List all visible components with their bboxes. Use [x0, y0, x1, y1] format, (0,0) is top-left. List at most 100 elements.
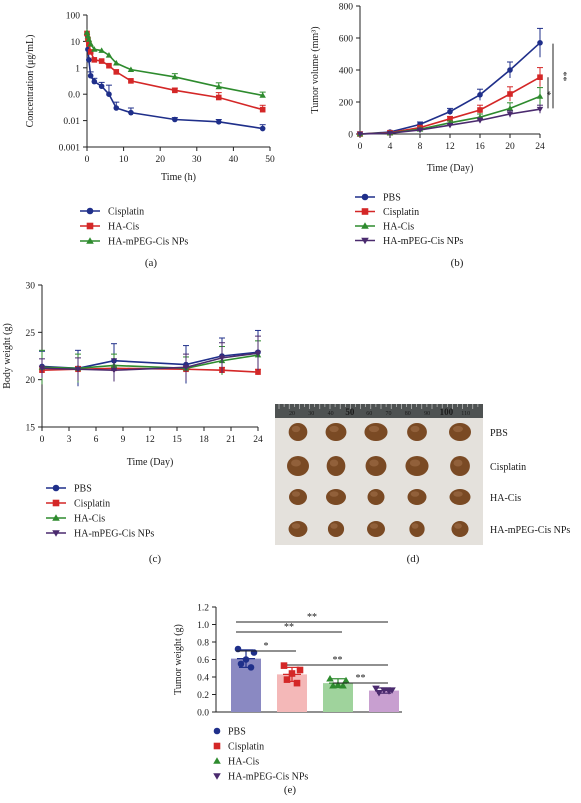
x-tick-label: 20 — [155, 155, 165, 165]
legend-marker — [52, 484, 60, 492]
data-point — [113, 69, 120, 75]
y-tick-label: 30 — [26, 282, 36, 292]
y-tick-label: 0.0 — [68, 91, 80, 101]
y-tick-label: 0.6 — [197, 656, 209, 666]
ruler-number: 90 — [424, 411, 430, 417]
ruler-number: 70 — [386, 411, 392, 417]
legend-label: HA-mPEG-Cis NPs — [108, 237, 188, 248]
legend-marker — [52, 530, 60, 537]
data-point — [250, 649, 258, 656]
x-tick-label: 12 — [445, 142, 455, 152]
legend-marker — [52, 514, 60, 521]
tumor-highlight — [454, 523, 462, 529]
y-tick-label: 1.0 — [197, 621, 209, 631]
data-point — [215, 83, 222, 90]
panel-label-a: (a) — [145, 257, 158, 269]
data-point — [85, 36, 93, 42]
photo-row-label: HA-mPEG-Cis NPs — [490, 525, 570, 536]
tumor-highlight — [329, 425, 339, 433]
ruler-number: 30 — [308, 411, 314, 417]
y-axis-label: Body weight (g) — [2, 323, 13, 389]
tumor-sample — [289, 489, 307, 505]
chart-c: 0 3 6 9 12 15 18 21 24 15 20 25 30 Time (Day) Body wei… — [2, 282, 263, 540]
data-point — [215, 119, 222, 125]
data-point — [537, 40, 543, 46]
tumor-sample — [288, 521, 308, 537]
x-tick-label: 21 — [226, 435, 236, 445]
legend-marker — [213, 773, 221, 780]
tumor-highlight — [410, 425, 420, 433]
data-point — [477, 107, 483, 113]
x-tick-label: 0 — [85, 155, 90, 165]
legend-label: Cisplatin — [108, 207, 144, 218]
data-point — [113, 59, 120, 66]
data-point — [259, 106, 266, 113]
legend-label: HA-mPEG-Cis NPs — [228, 772, 308, 783]
tumor-highlight — [410, 491, 420, 497]
data-point — [283, 676, 291, 683]
series-line — [86, 34, 263, 130]
y-tick-label: 1.2 — [197, 604, 209, 614]
ruler-number: 50 — [345, 407, 355, 417]
ruler-number: 80 — [405, 411, 411, 417]
legend-label: PBS — [383, 193, 401, 204]
significance-label: * — [541, 91, 552, 96]
x-tick-label: 6 — [94, 435, 99, 445]
x-tick-label: 30 — [192, 155, 202, 165]
tumor-sample — [367, 521, 385, 537]
legend-marker — [361, 222, 369, 229]
data-point — [255, 369, 261, 375]
y-tick-label: 400 — [339, 67, 354, 77]
tumor-sample — [451, 521, 469, 537]
y-tick-label: 10 — [71, 38, 81, 48]
data-point — [84, 32, 92, 39]
data-point — [372, 685, 380, 693]
data-point — [86, 57, 92, 63]
legend-label: HA-Cis — [383, 222, 414, 233]
tumor-highlight — [453, 425, 463, 433]
x-tick-label: 0 — [358, 142, 363, 152]
x-tick-label: 9 — [121, 435, 126, 445]
data-point — [87, 40, 94, 47]
x-tick-label: 24 — [253, 435, 263, 445]
legend-label: HA-Cis — [74, 514, 105, 525]
data-point — [537, 74, 543, 80]
tumor-highlight — [370, 491, 378, 497]
data-point — [416, 127, 424, 134]
legend-label: HA-mPEG-Cis NPs — [383, 236, 463, 247]
x-tick-label: 10 — [119, 155, 129, 165]
data-point — [215, 94, 222, 101]
x-tick-label: 12 — [145, 435, 155, 445]
data-point — [476, 118, 484, 124]
panel-label-d: (d) — [407, 553, 420, 565]
y-tick-label: 0 — [348, 131, 353, 141]
x-axis-label: Time (Day) — [427, 163, 474, 174]
x-tick-label: 3 — [67, 435, 72, 445]
series-ha-mpeg-cis-nps — [38, 335, 262, 382]
photo-row-label: Cisplatin — [490, 462, 526, 473]
data-point — [74, 366, 82, 373]
series-line — [86, 33, 263, 111]
series-line — [41, 354, 259, 370]
data-point — [172, 116, 178, 123]
legend-marker — [86, 237, 94, 244]
tumor-highlight — [453, 459, 463, 467]
ruler-number: 60 — [366, 411, 372, 417]
tumor-sample — [364, 423, 388, 441]
data-point — [128, 78, 134, 84]
legend-marker — [52, 499, 60, 507]
data-point — [247, 664, 255, 671]
chart-b: 0 4 8 12 16 20 24 0 200 400 600 800 Time (Day) Tumor … — [310, 3, 568, 248]
data-point — [91, 78, 98, 85]
y-tick-label: 15 — [26, 424, 36, 434]
data-point — [98, 47, 105, 53]
series-ha-mpeg-cis-nps — [83, 29, 266, 98]
data-point — [110, 367, 118, 374]
series-ha-mpeg-cis-nps — [356, 104, 544, 138]
series-line — [86, 32, 263, 97]
y-axis-label: Tumor weight (g) — [173, 624, 184, 695]
tumor-sample — [327, 521, 345, 537]
